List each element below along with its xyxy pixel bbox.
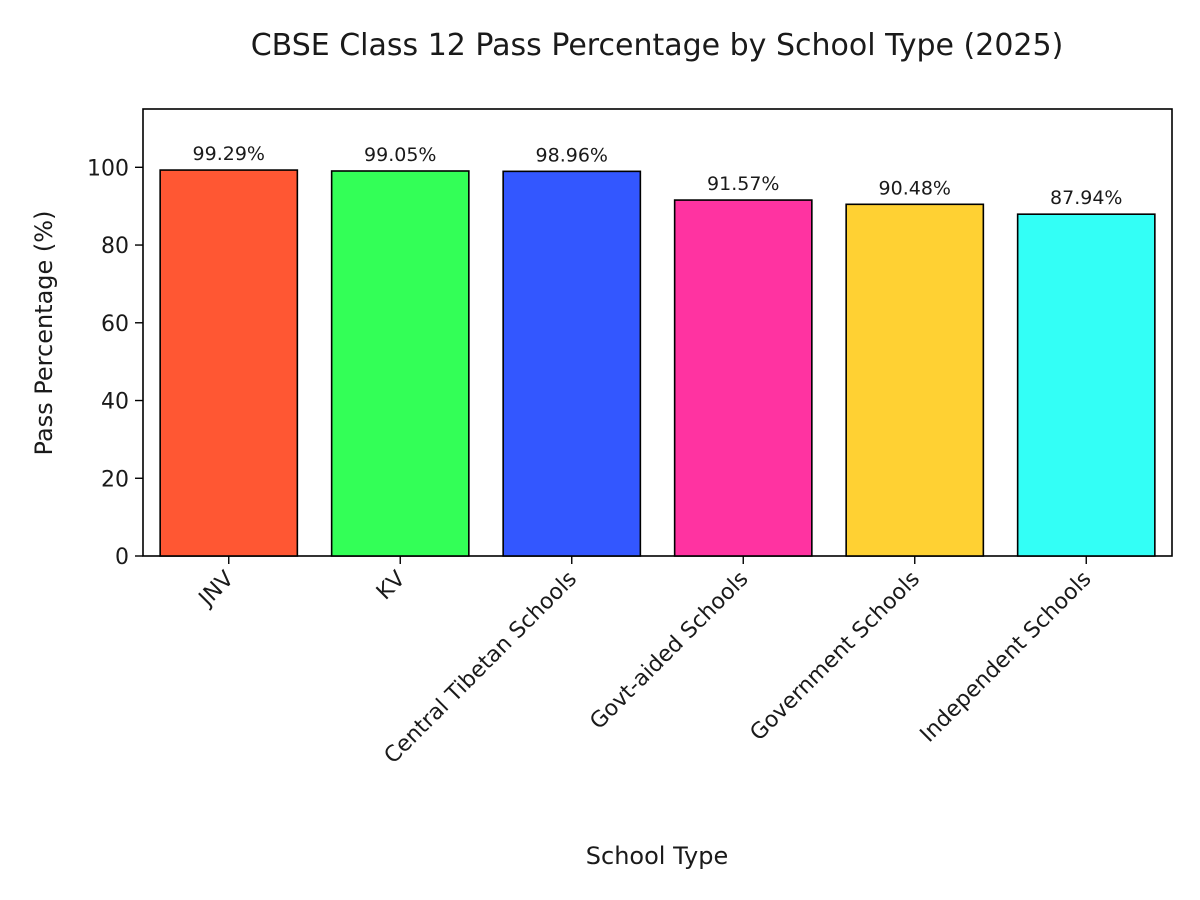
bar bbox=[1016, 213, 1156, 557]
x-tick-label: Govt-aided Schools bbox=[585, 567, 753, 735]
bar-value-label: 90.48% bbox=[879, 177, 951, 199]
y-tick-label: 40 bbox=[101, 390, 129, 415]
x-axis-label: School Type bbox=[586, 842, 728, 870]
bar-value-label: 98.96% bbox=[536, 144, 608, 166]
bar-value-label: 87.94% bbox=[1050, 187, 1122, 209]
plot-frame bbox=[142, 108, 1173, 557]
y-axis-label: Pass Percentage (%) bbox=[30, 211, 58, 456]
plot-area: 0 20 40 60 80 100 99.29% JNV 99.05% KV 98.96% Centr… bbox=[87, 108, 1173, 769]
x-tick-label: Independent Schools bbox=[916, 567, 1097, 748]
y-tick-label: 0 bbox=[115, 545, 129, 570]
bar bbox=[159, 169, 299, 557]
bar-value-label: 99.29% bbox=[193, 143, 265, 165]
x-tick-label: KV bbox=[372, 567, 411, 606]
bar bbox=[502, 170, 642, 557]
x-tick-label: JNV bbox=[193, 567, 239, 613]
y-tick-label: 80 bbox=[101, 234, 129, 259]
bar-value-label: 99.05% bbox=[364, 144, 436, 166]
y-tick-label: 100 bbox=[87, 156, 129, 181]
x-tick-label: Government Schools bbox=[746, 567, 925, 746]
chart-title: CBSE Class 12 Pass Percentage by School … bbox=[251, 28, 1064, 63]
bar bbox=[330, 170, 470, 557]
bar bbox=[673, 199, 813, 557]
bar-value-label: 91.57% bbox=[707, 173, 779, 195]
x-tick-label: Central Tibetan Schools bbox=[380, 567, 582, 769]
y-tick-label: 60 bbox=[101, 312, 129, 337]
bar bbox=[845, 203, 985, 557]
y-tick-label: 20 bbox=[101, 467, 129, 492]
